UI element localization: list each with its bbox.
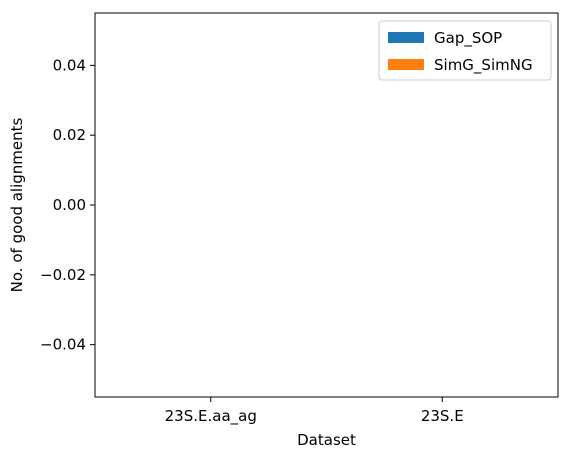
- y-tick-label: −0.04: [40, 336, 86, 354]
- x-tick-label: 23S.E.aa_ag: [165, 407, 257, 426]
- legend: Gap_SOP SimG_SimNG: [378, 20, 552, 81]
- legend-swatch-gap-sop: [388, 32, 424, 43]
- legend-label-simg-simng: SimG_SimNG: [434, 56, 533, 75]
- x-axis-label: Dataset: [297, 431, 356, 449]
- plot-frame: [94, 12, 559, 398]
- y-tick-label: −0.02: [40, 266, 86, 284]
- y-tick-label: 0.04: [53, 56, 86, 74]
- y-axis-ticks: 0.04 0.02 0.00 −0.02 −0.04: [40, 56, 95, 354]
- legend-swatch-simg-simng: [388, 59, 424, 70]
- y-tick-label: 0.02: [53, 126, 86, 144]
- legend-label-gap-sop: Gap_SOP: [434, 29, 502, 48]
- x-tick-label: 23S.E: [421, 407, 464, 425]
- x-axis-ticks: 23S.E.aa_ag 23S.E: [165, 397, 464, 426]
- y-tick-label: 0.00: [53, 196, 86, 214]
- y-axis-label: No. of good alignments: [8, 117, 26, 292]
